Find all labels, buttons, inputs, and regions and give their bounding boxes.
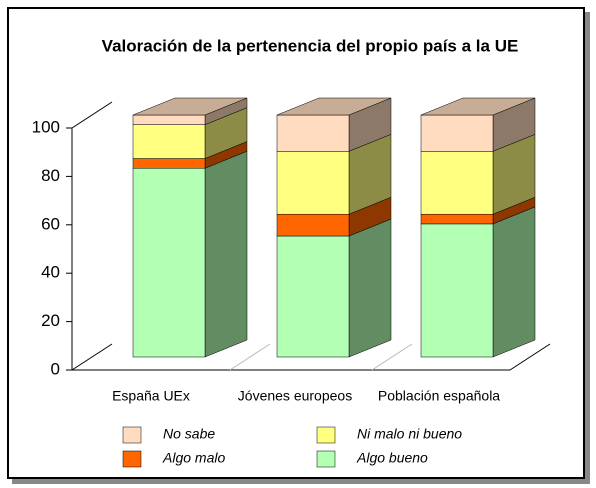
bar	[276, 151, 350, 215]
bar	[420, 223, 494, 358]
bar-side	[204, 150, 248, 358]
bar	[132, 167, 206, 358]
floor-edge	[509, 343, 551, 371]
y-tick-label: 20	[41, 311, 60, 330]
bar-side	[492, 206, 536, 358]
bar	[420, 151, 494, 215]
bar	[276, 235, 350, 358]
chart-title: Valoración de la pertenencia del propio …	[102, 36, 519, 55]
legend-swatch	[316, 450, 336, 468]
bar-top	[132, 97, 248, 116]
axes	[71, 101, 551, 371]
bar	[276, 114, 350, 152]
legend-label: No sabe	[163, 426, 215, 442]
wall-edge	[71, 101, 113, 129]
bar	[132, 114, 206, 125]
y-tick-label: 0	[51, 359, 60, 378]
legend-swatch	[316, 426, 336, 444]
bar	[420, 114, 494, 152]
floor-line	[371, 343, 413, 371]
bar-side	[348, 218, 392, 358]
x-tick-label: España UEx	[112, 388, 190, 404]
bar-top	[276, 97, 392, 116]
wall-edge	[71, 343, 113, 371]
bar	[132, 158, 206, 169]
legend-label: Algo malo	[162, 450, 225, 466]
x-tick-label: Jóvenes europeos	[238, 388, 352, 404]
legend-label: Ni malo ni bueno	[357, 426, 462, 442]
bar	[132, 124, 206, 159]
y-tick-label: 80	[41, 166, 60, 185]
y-tick-label: 40	[41, 263, 60, 282]
legend-swatch	[122, 426, 142, 444]
bar	[420, 213, 494, 225]
legend-swatch	[122, 450, 142, 468]
x-tick-label: Población española	[378, 388, 500, 404]
y-tick-label: 60	[41, 214, 60, 233]
legend-label: Algo bueno	[356, 450, 428, 466]
y-tick-label: 100	[32, 117, 60, 136]
bar-top	[420, 97, 536, 116]
bar	[276, 213, 350, 237]
floor-line	[229, 343, 271, 371]
